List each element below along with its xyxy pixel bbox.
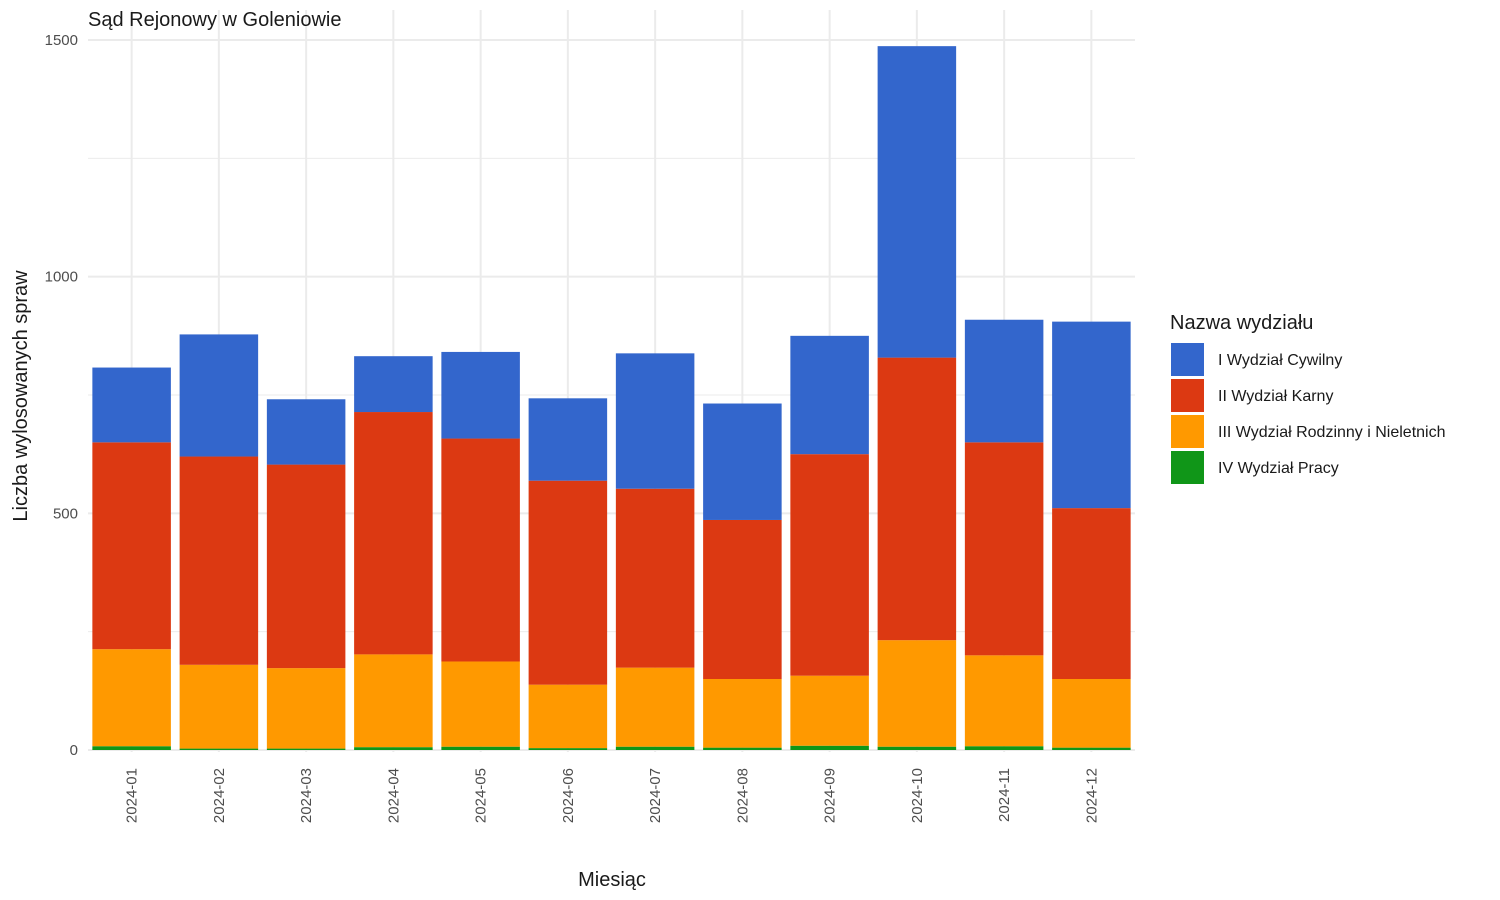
bar-segment-2024-03 xyxy=(266,668,346,749)
bar-segment-2024-12 xyxy=(1052,321,1131,509)
bar-segment-2024-09 xyxy=(790,745,869,750)
bar-segment-2024-08 xyxy=(703,747,782,750)
x-tick-label: 2024-12 xyxy=(1083,768,1100,823)
bar-segment-2024-05 xyxy=(441,661,520,747)
bar-segment-2024-10 xyxy=(877,746,957,750)
legend-title: Nazwa wydziału xyxy=(1170,312,1313,334)
bar-segment-2024-11 xyxy=(964,319,1044,443)
x-tick-label: 2024-01 xyxy=(124,768,141,823)
y-tick-label: 1000 xyxy=(45,269,78,286)
y-tick-label: 500 xyxy=(53,505,78,522)
bar-segment-2024-12 xyxy=(1052,508,1131,679)
x-tick-label: 2024-05 xyxy=(473,768,490,823)
y-tick-label: 1500 xyxy=(45,32,78,49)
x-axis-title: Miesiąc xyxy=(578,869,646,891)
bar-segment-2024-02 xyxy=(179,334,259,457)
bar-segment-2024-05 xyxy=(441,438,520,662)
bar-segment-2024-10 xyxy=(877,46,957,358)
x-tick-label: 2024-07 xyxy=(647,768,664,823)
chart-title: Sąd Rejonowy w Goleniowie xyxy=(88,9,341,31)
x-tick-label: 2024-08 xyxy=(734,768,751,823)
x-tick-label: 2024-10 xyxy=(909,768,926,823)
bar-segment-2024-07 xyxy=(615,353,695,489)
bar-segment-2024-03 xyxy=(266,399,346,465)
bar-segment-2024-05 xyxy=(441,351,520,439)
legend-swatch xyxy=(1171,451,1204,484)
legend-swatch xyxy=(1171,379,1204,412)
bar-segment-2024-12 xyxy=(1052,679,1131,748)
legend-label: II Wydział Karny xyxy=(1218,388,1333,405)
bar-segment-2024-11 xyxy=(964,746,1044,750)
x-axis-ticks: 2024-01 2024-02 2024-03 2024-04 2024-05 2024-… xyxy=(124,768,1101,823)
bar-segment-2024-09 xyxy=(790,454,869,676)
bar-segment-2024-02 xyxy=(179,664,259,749)
legend-label: I Wydział Cywilny xyxy=(1218,352,1342,369)
bar-segment-2024-08 xyxy=(703,403,782,520)
bar-segment-2024-06 xyxy=(528,748,608,750)
bar-segment-2024-06 xyxy=(528,684,608,749)
legend-label: IV Wydział Pracy xyxy=(1218,460,1339,477)
bar-segment-2024-09 xyxy=(790,675,869,746)
x-tick-label: 2024-09 xyxy=(822,768,839,823)
bar-segment-2024-10 xyxy=(877,357,957,641)
bar-segment-2024-08 xyxy=(703,519,782,679)
x-tick-label: 2024-02 xyxy=(211,768,228,823)
x-tick-label: 2024-11 xyxy=(996,768,1013,822)
bar-segment-2024-06 xyxy=(528,398,608,481)
bar-segment-2024-04 xyxy=(354,654,433,748)
bar-segment-2024-01 xyxy=(92,746,171,750)
y-axis-ticks: 0 500 1000 1500 xyxy=(45,32,78,759)
bar-segment-2024-01 xyxy=(92,367,171,443)
bar-segment-2024-10 xyxy=(877,640,957,747)
bar-segment-2024-04 xyxy=(354,412,433,655)
bar-segment-2024-02 xyxy=(179,748,259,750)
bar-segment-2024-12 xyxy=(1052,747,1131,750)
legend-swatch xyxy=(1171,415,1204,448)
x-tick-label: 2024-04 xyxy=(385,768,402,823)
bar-segment-2024-06 xyxy=(528,480,608,685)
bar-segment-2024-07 xyxy=(615,746,695,750)
bar-segment-2024-11 xyxy=(964,442,1044,656)
bar-segment-2024-01 xyxy=(92,442,171,650)
bar-segment-2024-09 xyxy=(790,335,869,455)
bar-segment-2024-08 xyxy=(703,679,782,748)
bars xyxy=(92,46,1131,750)
bar-segment-2024-03 xyxy=(266,748,346,750)
x-tick-label: 2024-03 xyxy=(298,768,315,823)
bar-segment-2024-07 xyxy=(615,488,695,668)
bar-segment-2024-04 xyxy=(354,356,433,413)
bar-segment-2024-02 xyxy=(179,456,259,665)
legend-label: III Wydział Rodzinny i Nieletnich xyxy=(1218,424,1446,441)
bar-segment-2024-11 xyxy=(964,655,1044,747)
bar-segment-2024-01 xyxy=(92,649,171,747)
x-tick-label: 2024-06 xyxy=(560,768,577,823)
bar-segment-2024-05 xyxy=(441,746,520,750)
legend-swatch xyxy=(1171,343,1204,376)
bar-segment-2024-04 xyxy=(354,747,433,750)
bar-segment-2024-03 xyxy=(266,464,346,669)
y-tick-label: 0 xyxy=(70,742,78,759)
legend: Nazwa wydziału I Wydział Cywilny II Wydzi… xyxy=(1170,312,1446,484)
bar-segment-2024-07 xyxy=(615,667,695,747)
y-axis-title: Liczba wylosowanych spraw xyxy=(10,270,32,522)
